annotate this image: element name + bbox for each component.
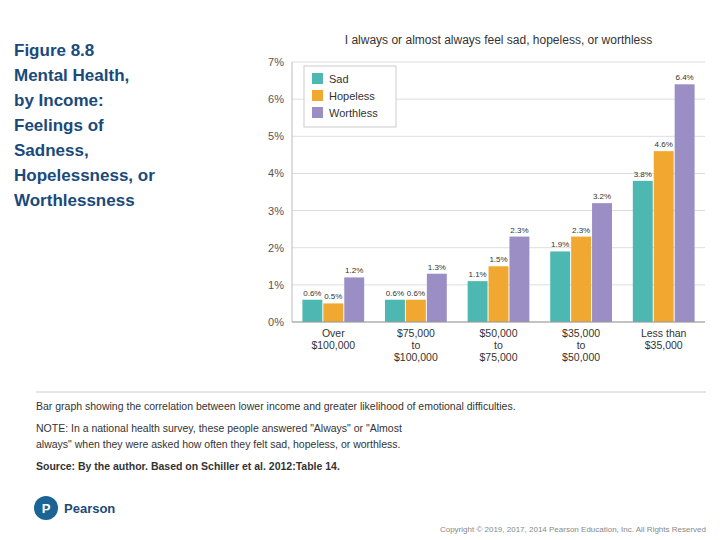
bar (323, 303, 343, 322)
logo-letter: P (42, 501, 51, 516)
data-label: 1.5% (489, 255, 507, 264)
y-tick-label: 1% (268, 279, 284, 291)
legend-frame (304, 66, 396, 127)
x-tick-label: $35,000to$50,000 (562, 327, 600, 363)
data-label: 1.3% (428, 263, 446, 272)
data-label: 3.2% (593, 192, 611, 201)
copyright: Copyright © 2019, 2017, 2014 Pearson Edu… (440, 525, 706, 534)
x-tick-label: Over$100,000 (311, 327, 355, 351)
data-label: 6.4% (676, 73, 694, 82)
legend-swatch (312, 107, 323, 118)
y-tick-label: 6% (268, 93, 284, 105)
footer-text: Bar graph showing the correlation betwee… (36, 400, 516, 412)
x-tick-label: $75,000to$100,000 (394, 327, 438, 363)
bar (654, 151, 674, 322)
footer-text: always" when they were asked how often t… (36, 438, 400, 450)
footer-text: NOTE: In a national health survey, these… (36, 422, 402, 434)
bar (406, 300, 426, 322)
footer-text: Source: By the author. Based on Schiller… (36, 460, 340, 472)
bar (468, 281, 488, 322)
y-axis-line (292, 62, 293, 322)
legend-swatch (312, 90, 323, 101)
bar (571, 237, 591, 322)
data-label: 2.3% (572, 226, 590, 235)
data-label: 0.5% (324, 292, 342, 301)
bar (592, 203, 612, 322)
legend-label: Worthless (329, 107, 378, 119)
data-label: 3.8% (634, 170, 652, 179)
bar (385, 300, 405, 322)
chart-title: I always or almost always feel sad, hope… (345, 33, 652, 47)
legend-label: Hopeless (329, 90, 375, 102)
grid-line (292, 62, 705, 63)
bar (509, 237, 529, 322)
data-label: 2.3% (510, 226, 528, 235)
legend: Sad Hopeless Worthless (304, 66, 396, 127)
data-label: 1.9% (551, 240, 569, 249)
data-label: 1.2% (345, 266, 363, 275)
divider (36, 392, 706, 393)
bar (675, 84, 695, 322)
x-tick-label: Less than$35,000 (641, 327, 687, 351)
logo-text: Pearson (64, 501, 115, 516)
bar (489, 266, 509, 322)
y-tick-label: 7% (268, 56, 284, 68)
grid (292, 62, 705, 322)
panel-title: Figure 8.8Mental Health,by Income:Feelin… (14, 41, 155, 210)
data-label: 0.6% (407, 289, 425, 298)
x-tick-label: $50,000to$75,000 (480, 327, 518, 363)
data-label: 0.6% (303, 289, 321, 298)
y-tick-label: 0% (268, 316, 284, 328)
bar (550, 251, 570, 322)
grid-line (292, 136, 705, 137)
data-labels: 0.6%0.6%1.1%1.9%3.8%0.5%0.6%1.5%2.3%4.6%… (303, 73, 693, 301)
grid-line (292, 322, 705, 323)
bar (344, 277, 364, 322)
data-label: 1.1% (468, 270, 486, 279)
y-tick-label: 2% (268, 242, 284, 254)
bar (633, 181, 653, 322)
y-tick-label: 4% (268, 167, 284, 179)
y-tick-label: 5% (268, 130, 284, 142)
data-label: 4.6% (655, 140, 673, 149)
legend-swatch (312, 73, 323, 84)
chart-canvas: I always or almost always feel sad, hope… (0, 0, 720, 540)
bar (302, 300, 322, 322)
y-tick-label: 3% (268, 205, 284, 217)
legend-label: Sad (329, 73, 349, 85)
x-axis-line (292, 322, 705, 323)
bar (427, 274, 447, 322)
logo (34, 496, 58, 520)
data-label: 0.6% (386, 289, 404, 298)
